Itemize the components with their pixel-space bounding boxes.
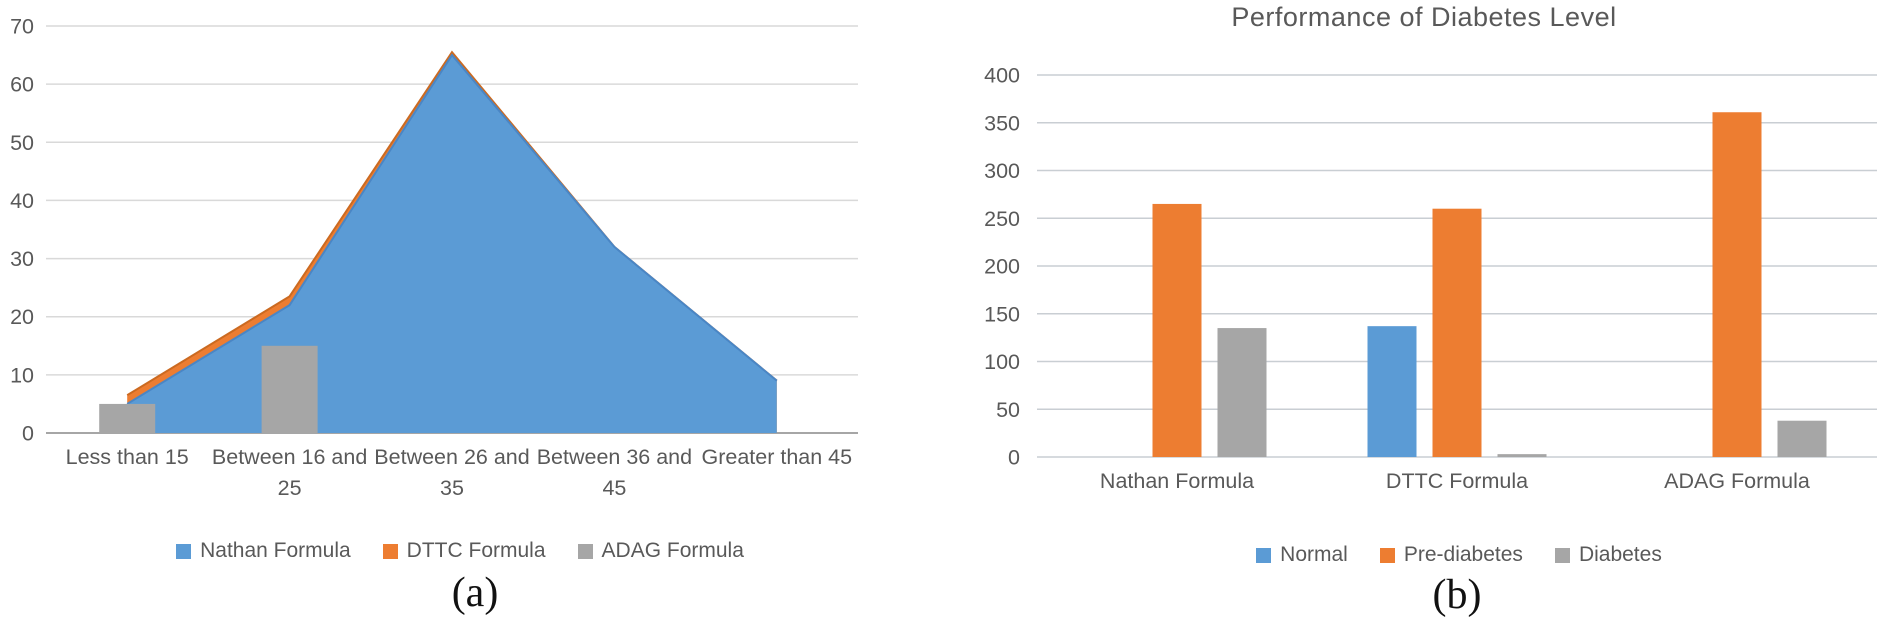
diabetes-bar-nathan-formula [1217,328,1267,457]
diabetes-bar-adag-formula [1777,420,1827,457]
legend-item-diabetes: Diabetes [1554,543,1662,567]
y-tick-label: 10 [10,363,34,387]
category-label: Less than 15 [66,445,189,469]
chart-b-panel: Performance of Diabetes Level 0 50 100 150 2… [880,0,1898,623]
legend-label: Pre-diabetes [1403,543,1523,566]
category-label: Between 26 and [374,445,529,469]
y-tick-label: 30 [10,247,34,271]
adag-formula-bar-less-than-15 [99,403,156,433]
legend-item-dttc-formula: DTTC Formula [382,539,546,563]
y-tick-label: 400 [984,64,1020,88]
chart-b-caption: (b) [1432,572,1482,618]
y-tick-label: 40 [10,189,34,213]
category-label: ADAG Formula [1664,469,1810,493]
category-label: Nathan Formula [1100,469,1254,493]
chart-a-panel: 0 10 20 30 40 50 60 70 Less than 15 Between 16 an… [0,0,880,623]
chart-b-title: Performance of Diabetes Level [1231,2,1617,32]
chart-a-caption: (a) [451,570,499,616]
pre-diabetes-bar-adag-formula [1712,112,1762,458]
legend-item-normal: Normal [1256,543,1348,567]
diabetes-bar-dttc-formula [1497,454,1547,457]
y-tick-label: 100 [984,350,1020,374]
nathan-formula-edge-line [126,53,778,405]
legend-item-nathan-formula: Nathan Formula [176,539,351,563]
y-tick-label: 20 [10,305,34,329]
category-label: Between 16 and [212,445,367,469]
category-label: 45 [602,476,626,500]
category-label: DTTC Formula [1386,469,1528,493]
legend-item-adag-formula: ADAG Formula [577,539,744,563]
category-label: Greater than 45 [701,445,852,469]
y-tick-label: 250 [984,207,1020,231]
legend-swatch-icon [577,543,593,559]
category-label: 35 [440,476,464,500]
legend-label: ADAG Formula [601,539,744,562]
adag-formula-bar-between-16-and-25 [261,345,318,433]
nathan-formula-area [127,55,777,433]
y-tick-label: 0 [22,422,34,446]
y-tick-label: 200 [984,255,1020,279]
y-tick-label: 350 [984,111,1020,135]
legend-swatch-icon [1256,547,1272,563]
bar-chart: 0 50 100 150 200 250 300 350 400 Nathan Formula DT… [984,64,1877,493]
legend-label: Diabetes [1578,543,1662,566]
chart-a-legend: Nathan Formula DTTC Formula ADAG Formula [0,539,880,563]
legend-label: Normal [1280,543,1348,566]
legend-item-pre-diabetes: Pre-diabetes [1379,543,1523,567]
normal-bar-dttc-formula [1367,326,1417,457]
legend-label: Nathan Formula [200,539,351,562]
y-tick-label: 50 [10,131,34,155]
category-label: Between 36 and [537,445,692,469]
pre-diabetes-bar-dttc-formula [1432,208,1482,457]
y-tick-label: 60 [10,73,34,97]
area-chart: 0 10 20 30 40 50 60 70 Less than 15 Between 16 an… [10,15,858,500]
chart-b-legend: Normal Pre-diabetes Diabetes [880,543,1898,567]
category-label: 25 [278,476,302,500]
y-tick-label: 0 [1008,446,1020,470]
legend-swatch-icon [1379,547,1395,563]
y-tick-label: 300 [984,159,1020,183]
pre-diabetes-bar-nathan-formula [1152,203,1202,457]
legend-label: DTTC Formula [406,539,546,562]
y-tick-label: 150 [984,302,1020,326]
y-tick-label: 70 [10,15,34,39]
y-tick-label: 50 [996,398,1020,422]
legend-swatch-icon [382,543,398,559]
legend-swatch-icon [176,543,192,559]
legend-swatch-icon [1554,547,1570,563]
